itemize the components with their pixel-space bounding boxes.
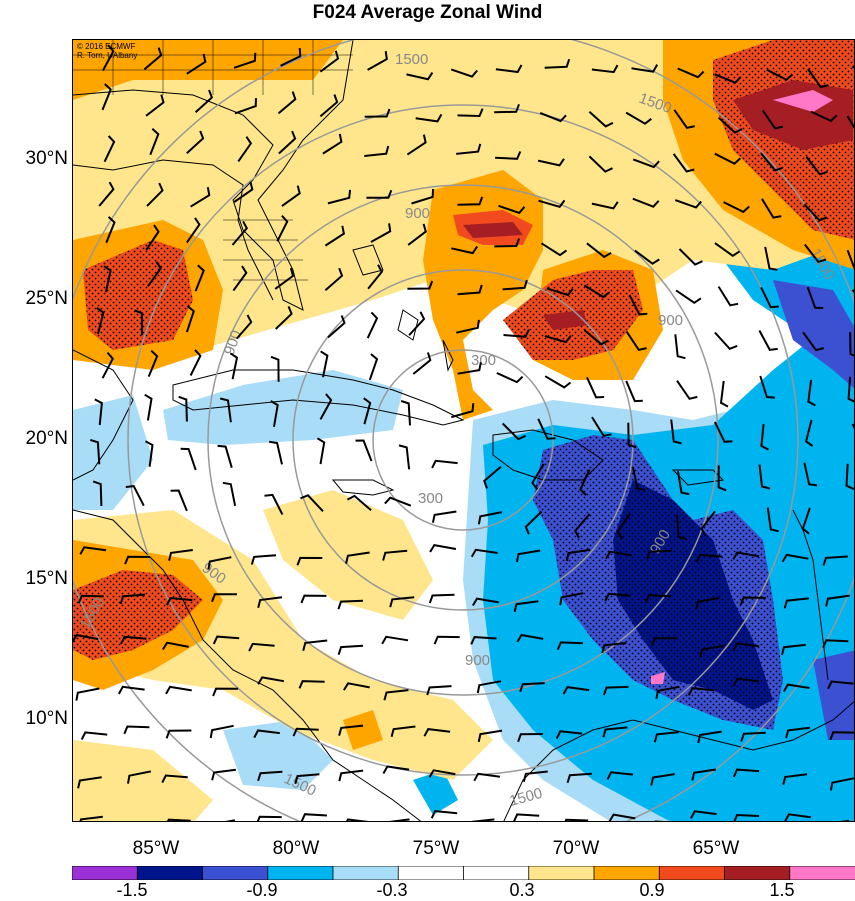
colorbar-swatch [464,866,530,880]
wind-barb [652,822,677,823]
wind-barb [719,287,739,306]
lat-label-10n: 10°N [0,708,68,730]
colorbar-swatch [659,866,725,880]
wind-barb [514,814,539,821]
credit-line-1: © 2016 ECMWF [77,42,137,51]
lon-label-80w: 80°W [256,838,336,860]
wind-barb [145,395,152,421]
wind-barb [497,373,523,382]
wind-barb [385,498,411,506]
colorbar-swatch [594,866,660,880]
credit-text: © 2016 ECMWF R. Torn, UAlbany [77,42,137,60]
wind-barb [368,312,377,338]
lon-label-65w: 65°W [676,838,756,860]
wind-barb [212,820,235,822]
wind-barb [399,445,409,469]
colorbar-label-5: 0.9 [622,880,682,901]
wind-barb [430,545,456,552]
wind-barb [370,354,377,380]
wind-barb [721,381,728,407]
wind-barb [677,381,697,399]
anomaly-shading [73,40,855,822]
lon-label-75w: 75°W [396,838,476,860]
wind-barb [435,637,460,644]
colorbar-swatch [203,866,269,880]
lat-label-15n: 15°N [0,568,68,590]
colorbar-label-6: 1.5 [752,880,812,901]
wind-barb [223,483,235,506]
wind-barb [166,687,192,694]
shade-light-blue-west [73,395,153,510]
lon-label-70w: 70°W [536,838,616,860]
wind-barb [587,377,604,397]
ring-label-1500-a: 1500 [395,51,428,68]
wind-barb [563,820,588,822]
wind-barb [218,446,232,468]
lon-label-85w: 85°W [116,838,196,860]
colorbar-swatch [398,866,464,880]
colorbar-swatch [529,866,595,880]
shade-yellow-south [73,740,213,822]
colorbar-swatch [333,866,399,880]
wind-barb [471,819,495,822]
ring-label-900-b: 900 [658,312,683,329]
coast-bahamas-2 [398,310,418,340]
wind-barb [82,732,108,739]
wind-barb [356,441,372,462]
ring-label-1500-f: 1500 [508,785,545,810]
colorbar-swatch [790,866,855,880]
wind-barb [382,637,408,644]
wind-barb [171,491,187,511]
chart-title: F024 Average Zonal Wind [0,0,855,26]
wind-barb [257,817,282,822]
ring-label-900-a: 900 [405,205,430,222]
wind-barb [474,774,500,781]
wind-barb [432,811,458,818]
wind-barb [252,555,276,564]
wind-barb [676,290,701,302]
ring-label-900-f: 900 [465,652,490,669]
wind-barb [166,820,191,822]
wind-barb [715,333,737,349]
wind-barb [124,727,149,734]
credit-line-2: R. Torn, UAlbany [77,51,137,60]
colorbar-label-3: -0.3 [362,880,422,901]
wind-map: 300 300 900 900 900 900 900 900 1500 150… [73,40,855,822]
wind-barb [271,357,279,382]
wind-barb [545,376,570,387]
wind-barb [386,819,410,822]
wind-barb [759,331,777,350]
wind-barb [181,449,196,470]
lat-label-20n: 20°N [0,428,68,450]
wind-barb [339,771,363,782]
wind-barb [76,689,99,701]
lat-label-25n: 25°N [0,288,68,310]
lat-label-30n: 30°N [0,148,68,170]
wind-barb [432,461,458,468]
wind-barb [301,596,326,603]
wind-barb [626,381,643,401]
wind-barb [317,438,324,464]
wind-barb [433,512,457,523]
colorbar-label-1: -1.5 [102,880,162,901]
ring-label-300-a: 300 [471,352,496,369]
ring-label-300-b: 300 [418,490,443,507]
colorbar-swatch [268,866,334,880]
colorbar-swatch [725,866,791,880]
colorbar-swatch [137,866,203,880]
wind-barb [675,334,685,358]
colorbar-swatch [72,866,138,880]
wind-barb [302,814,327,821]
colorbar-label-2: -0.9 [232,880,292,901]
wind-barb [269,442,282,465]
map-panel: 300 300 900 900 900 900 900 900 1500 150… [72,39,855,822]
colorbar-label-4: 0.3 [492,880,552,901]
wind-barb [344,820,370,823]
colorbar [72,866,855,880]
wind-barb [339,646,363,655]
wind-barb [401,401,410,425]
wind-barb [430,595,455,603]
